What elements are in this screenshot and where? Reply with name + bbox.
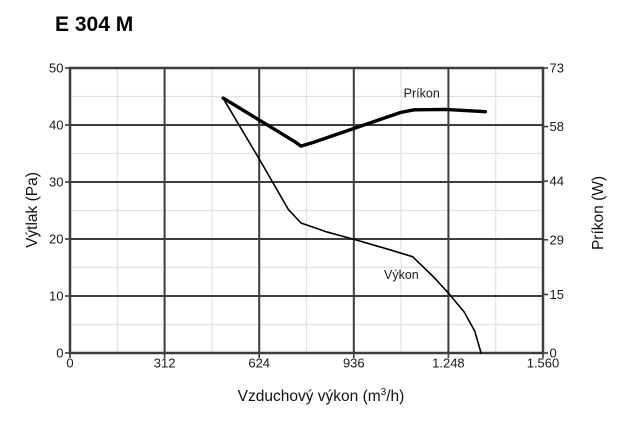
y-right-tick-label: 29 [550, 232, 564, 247]
y-left-tick-label: 40 [49, 118, 63, 133]
series-curve-vykon [222, 97, 482, 354]
y-right-tick-label: 73 [550, 61, 564, 76]
x-axis-label: Vzduchový výkon (m3/h) [8, 387, 626, 406]
y-right-tick-label: 15 [550, 287, 564, 302]
x-tick-label: 0 [66, 356, 73, 371]
series-label-vykon: Výkon [384, 268, 419, 282]
y-left-tick-label: 10 [49, 289, 63, 304]
plot-border [68, 66, 545, 355]
x-tick-label: 936 [343, 356, 365, 371]
y-left-tick-label: 20 [49, 232, 63, 247]
x-axis-label-superscript: 3 [380, 387, 387, 398]
x-tick-label: 1.560 [527, 356, 560, 371]
y-left-tick-label: 30 [49, 175, 63, 190]
x-axis-label-text: Vzduchový výkon (m [237, 388, 381, 406]
y-right-tick-label: 58 [550, 119, 564, 134]
x-axis-label-unit: /h) [386, 388, 405, 406]
y-right-tick-label: 44 [550, 174, 564, 189]
y-left-tick-label: 0 [56, 346, 63, 361]
x-tick-label: 1.248 [432, 356, 465, 371]
x-tick-label: 312 [154, 356, 176, 371]
series-curve-prikon [221, 96, 488, 148]
y-left-tick-label: 50 [49, 61, 63, 76]
y-right-tick-label: 0 [550, 346, 557, 361]
chart-title: E 304 M [55, 13, 134, 36]
series-label-prikon: Príkon [404, 86, 440, 100]
x-tick-label: 624 [248, 356, 270, 371]
